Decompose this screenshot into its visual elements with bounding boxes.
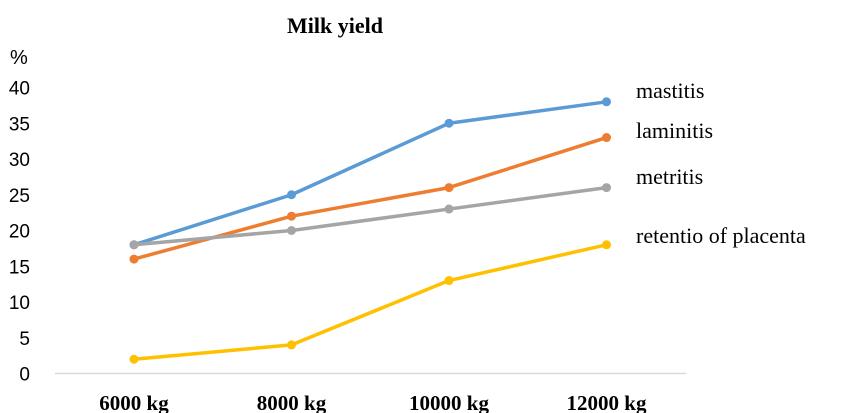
data-point [602,133,611,143]
x-tick-label: 10000 kg [409,391,489,413]
y-tick-label: 15 [9,257,30,278]
y-tick-label: 5 [19,329,30,350]
series-line [132,185,609,247]
data-point [602,97,611,107]
x-tick-label: 8000 kg [257,391,327,413]
data-point [444,118,454,128]
legend-entry: retentio of placenta [636,223,806,248]
y-axis-ticks: 0 5 10 15 20 25 30 35 40 [9,79,30,386]
data-point [444,204,454,214]
data-point [444,183,454,193]
data-point [444,276,454,286]
data-point [602,240,611,250]
data-point [287,211,296,221]
data-point [129,254,139,264]
y-tick-label: 25 [9,186,30,207]
data-point [602,183,611,193]
y-axis-label: % [10,47,28,69]
data-point [287,226,296,235]
series-layer [129,97,611,364]
chart-title: Milk yield [287,13,383,38]
y-tick-label: 35 [9,114,30,135]
legend-entry: laminitis [636,118,713,143]
series-mastitis [129,97,611,250]
data-point [129,240,139,250]
y-tick-label: 10 [9,293,30,314]
legend: mastitis laminitis metritis retentio of pla… [636,78,806,248]
legend-entry: metritis [636,164,703,189]
data-point [129,354,139,364]
y-tick-label: 20 [9,222,30,243]
x-tick-label: 12000 kg [567,391,647,413]
data-point [287,190,296,200]
series-line [132,100,609,247]
x-axis-ticks: 6000 kg 8000 kg 10000 kg 12000 kg [99,391,647,413]
y-tick-label: 30 [9,150,30,171]
data-point [287,340,296,350]
series-metritis [129,183,611,250]
x-tick-label: 6000 kg [99,391,169,413]
series-line [132,243,609,361]
y-tick-label: 40 [9,79,30,100]
series-retentio-of-placenta [129,240,611,364]
legend-entry: mastitis [636,78,704,103]
y-tick-label: 0 [19,365,30,386]
